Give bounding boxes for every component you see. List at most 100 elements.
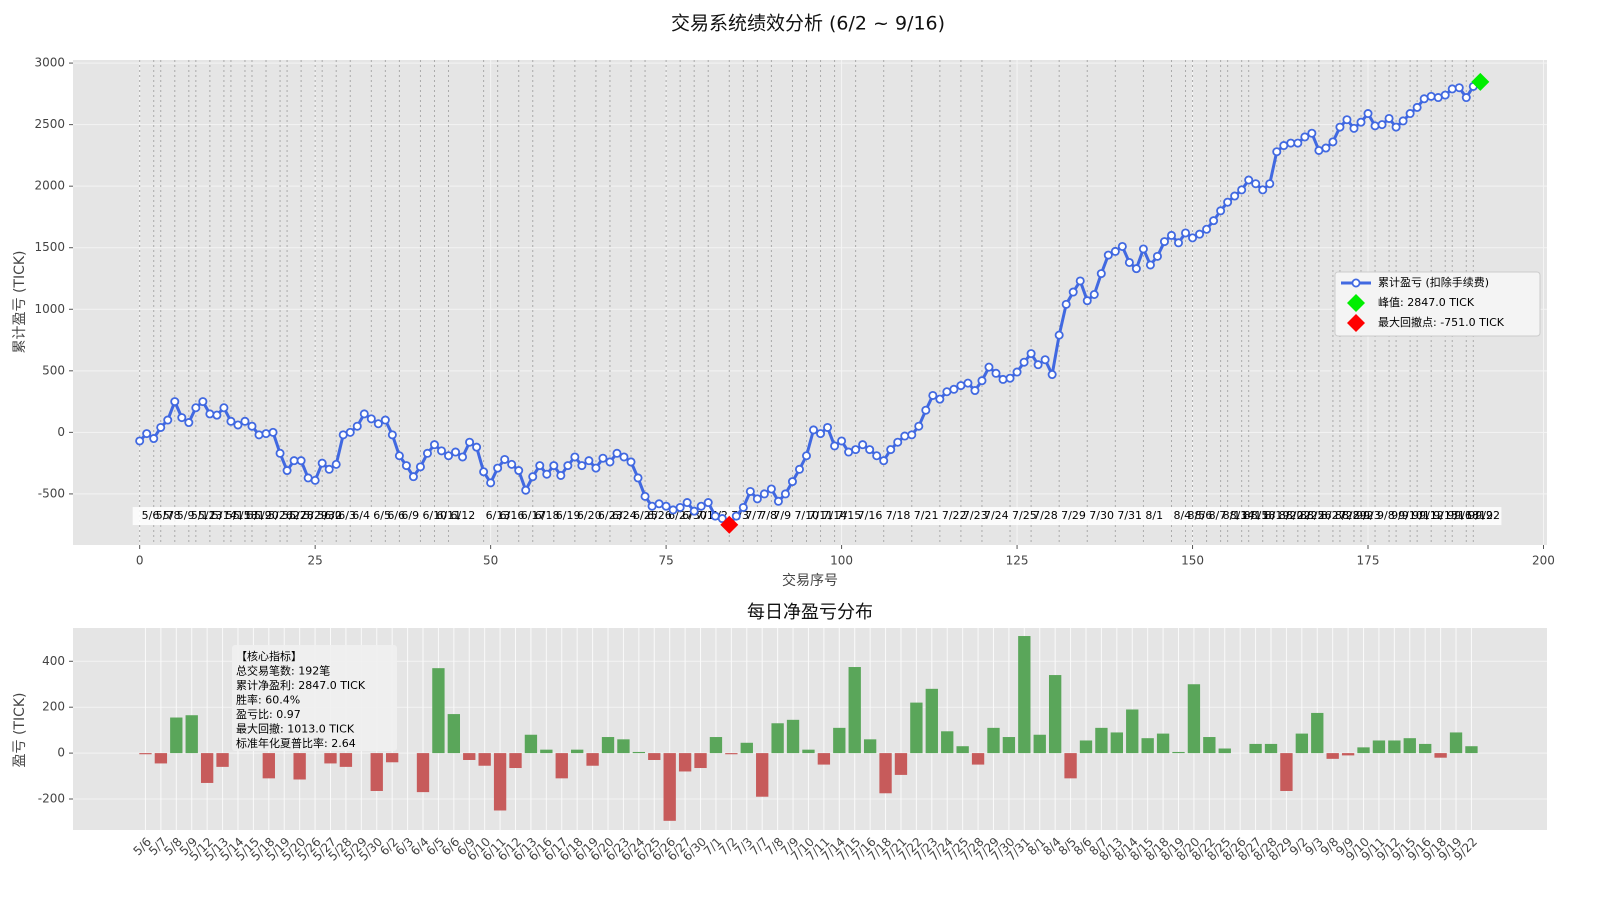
x-tick-label: 100: [830, 554, 853, 568]
date-tag: 6/9: [401, 509, 419, 522]
point: [872, 451, 882, 461]
point: [535, 461, 545, 471]
chart-title: 每日净盈亏分布: [747, 602, 873, 623]
bar: [786, 719, 800, 754]
date-tag: 7/9: [773, 509, 791, 522]
bar: [663, 753, 676, 821]
date-tag: 7/7: [745, 509, 763, 522]
point: [465, 437, 475, 447]
bar: [987, 727, 1000, 754]
bar: [1033, 734, 1046, 754]
point: [759, 489, 769, 499]
point: [1040, 355, 1050, 365]
point: [479, 467, 489, 477]
point: [556, 470, 566, 480]
date-tag: 9/3: [1363, 509, 1381, 522]
point: [823, 422, 833, 432]
point: [780, 489, 790, 499]
bar: [416, 753, 430, 793]
bar: [1326, 753, 1339, 759]
point: [1335, 122, 1345, 132]
point: [1370, 121, 1380, 131]
date-tag: 7/22: [942, 509, 967, 522]
date-tag: 7/8: [759, 509, 777, 522]
point: [394, 451, 404, 461]
point: [612, 448, 622, 458]
date-tag: 7/21: [914, 509, 939, 522]
point: [949, 384, 959, 394]
point: [521, 485, 531, 495]
bar: [694, 753, 707, 769]
bar: [1449, 732, 1463, 754]
point: [528, 472, 538, 482]
date-tag: 5/7: [156, 509, 174, 522]
point: [928, 390, 938, 400]
point: [1061, 299, 1071, 309]
date-tag: 9/2: [1356, 509, 1374, 522]
date-tag: 8/18: [1251, 509, 1276, 522]
date-tag: 6/16: [500, 509, 525, 522]
date-tag: 9/8: [1377, 509, 1395, 522]
point: [1307, 128, 1317, 138]
point: [282, 466, 292, 476]
bar: [1249, 743, 1262, 754]
point: [366, 414, 376, 424]
y-tick-label: 400: [42, 654, 65, 668]
x-tick-label: 150: [1181, 554, 1204, 568]
date-tag: 8/14: [1230, 509, 1255, 522]
x-tick-label: 175: [1357, 554, 1380, 568]
point: [696, 501, 706, 511]
bar: [817, 753, 831, 765]
date-tag: 9/22: [1475, 509, 1500, 522]
metrics-box-bg: [232, 645, 397, 751]
date-tag: 8/19: [1265, 509, 1290, 522]
y-tick-label: 1500: [34, 240, 65, 254]
point: [177, 413, 187, 423]
point: [1216, 206, 1226, 216]
point: [1047, 370, 1057, 380]
point: [1349, 123, 1359, 133]
bar: [586, 753, 599, 766]
date-tag: 7/24: [984, 509, 1009, 522]
point: [1223, 197, 1233, 207]
point: [331, 459, 341, 469]
point: [1328, 137, 1338, 147]
point: [619, 452, 629, 462]
y-tick-label: -500: [38, 486, 65, 500]
y-tick-label: -200: [38, 792, 65, 806]
point: [1152, 251, 1162, 261]
point: [801, 451, 811, 461]
point: [507, 459, 517, 469]
point: [408, 472, 418, 482]
point: [1026, 349, 1036, 359]
x-tick-label: 0: [136, 554, 144, 568]
bar: [170, 717, 183, 754]
date-tag: 5/27: [282, 509, 307, 522]
point: [254, 430, 264, 440]
point: [275, 448, 285, 458]
bar: [833, 727, 846, 754]
point: [184, 418, 194, 428]
point: [914, 421, 924, 431]
point: [1447, 84, 1457, 94]
point: [577, 461, 587, 471]
date-tag: 8/6: [1195, 509, 1213, 522]
x-tick-label: 50: [483, 554, 498, 568]
point: [240, 416, 250, 426]
date-tag: 6/26: [647, 509, 672, 522]
date-tag: 6/23: [598, 509, 623, 522]
bar: [540, 749, 553, 754]
point: [1082, 296, 1092, 306]
bar: [1048, 675, 1062, 754]
point: [1398, 116, 1408, 126]
date-tag: 7/14: [823, 509, 848, 522]
y-tick-label: 200: [42, 700, 65, 714]
date-tag: 5/18: [233, 509, 258, 522]
point: [268, 427, 278, 437]
point: [1202, 224, 1212, 234]
bar: [1341, 753, 1355, 756]
bar: [1141, 738, 1154, 754]
bar: [863, 739, 877, 754]
